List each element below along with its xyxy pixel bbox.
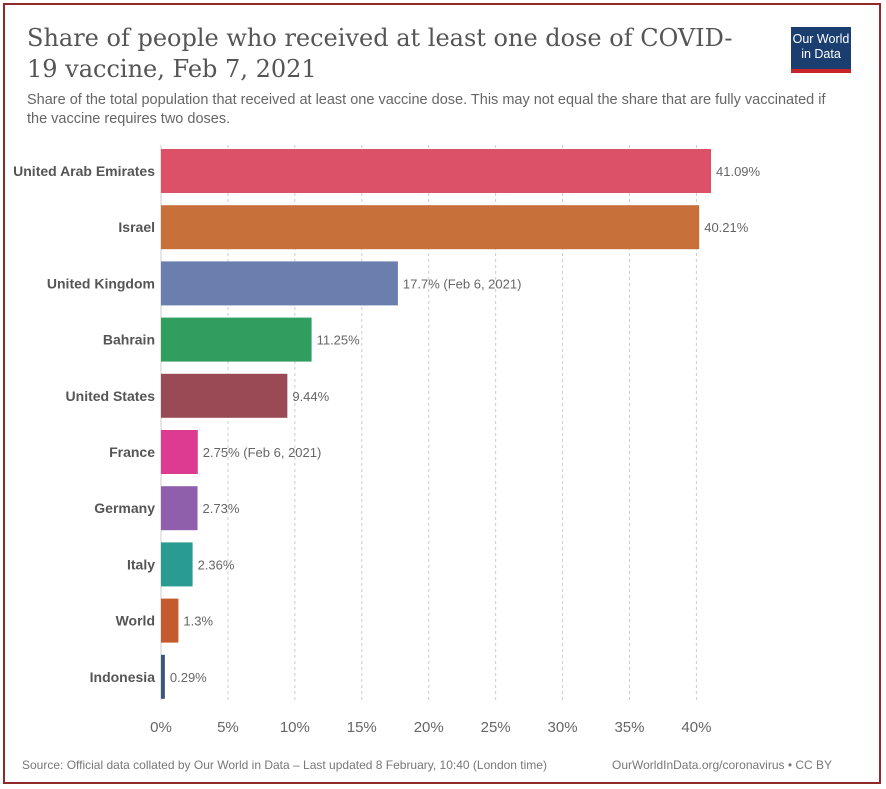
value-label: 40.21% bbox=[704, 220, 749, 235]
x-tick-label: 20% bbox=[414, 719, 444, 736]
value-label: 1.3% bbox=[183, 614, 213, 629]
source-note: Source: Official data collated by Our Wo… bbox=[22, 758, 547, 772]
value-label: 9.44% bbox=[292, 389, 329, 404]
bar bbox=[161, 149, 711, 193]
category-label: United Arab Emirates bbox=[13, 163, 155, 179]
category-label: France bbox=[109, 444, 155, 460]
bar bbox=[161, 430, 198, 474]
value-label: 11.25% bbox=[317, 333, 361, 348]
category-label: Bahrain bbox=[103, 332, 155, 348]
category-label: United Kingdom bbox=[47, 275, 155, 291]
x-tick-label: 25% bbox=[481, 719, 511, 736]
credit-link[interactable]: OurWorldInData.org/coronavirus • CC BY bbox=[612, 758, 833, 772]
category-label: World bbox=[116, 613, 155, 629]
category-label: Israel bbox=[118, 219, 155, 235]
bar bbox=[161, 598, 179, 643]
bar bbox=[161, 486, 198, 531]
value-label: 0.29% bbox=[170, 670, 207, 685]
bar bbox=[161, 261, 398, 306]
chart-frame: Share of people who received at least on… bbox=[3, 3, 881, 784]
bar bbox=[161, 317, 312, 362]
category-label: Italy bbox=[127, 556, 155, 572]
chart-subtitle: Share of the total population that recei… bbox=[27, 92, 826, 127]
x-tick-label: 5% bbox=[217, 719, 239, 736]
x-tick-label: 10% bbox=[280, 719, 310, 736]
logo-line-1: Our World bbox=[792, 32, 850, 46]
chart-title: Share of people who received at least on… bbox=[27, 24, 733, 83]
x-tick-label: 0% bbox=[150, 719, 172, 736]
bar bbox=[161, 205, 700, 250]
bar bbox=[161, 542, 193, 587]
logo-line-2: in Data bbox=[801, 47, 841, 61]
x-tick-label: 30% bbox=[548, 719, 578, 736]
x-tick-label: 35% bbox=[614, 719, 644, 736]
bar bbox=[161, 654, 165, 699]
bar bbox=[161, 373, 288, 418]
value-label: 2.36% bbox=[198, 557, 235, 572]
x-tick-label: 15% bbox=[347, 719, 377, 736]
value-label: 41.09% bbox=[716, 164, 761, 179]
value-label: 2.73% bbox=[203, 501, 240, 516]
category-label: United States bbox=[66, 388, 156, 404]
owid-logo[interactable]: Our World in Data bbox=[791, 27, 851, 73]
category-label: Indonesia bbox=[90, 669, 156, 685]
category-label: Germany bbox=[94, 500, 155, 516]
value-label: 17.7% (Feb 6, 2021) bbox=[403, 276, 522, 291]
x-tick-label: 40% bbox=[681, 719, 711, 736]
value-label: 2.75% (Feb 6, 2021) bbox=[203, 445, 322, 460]
